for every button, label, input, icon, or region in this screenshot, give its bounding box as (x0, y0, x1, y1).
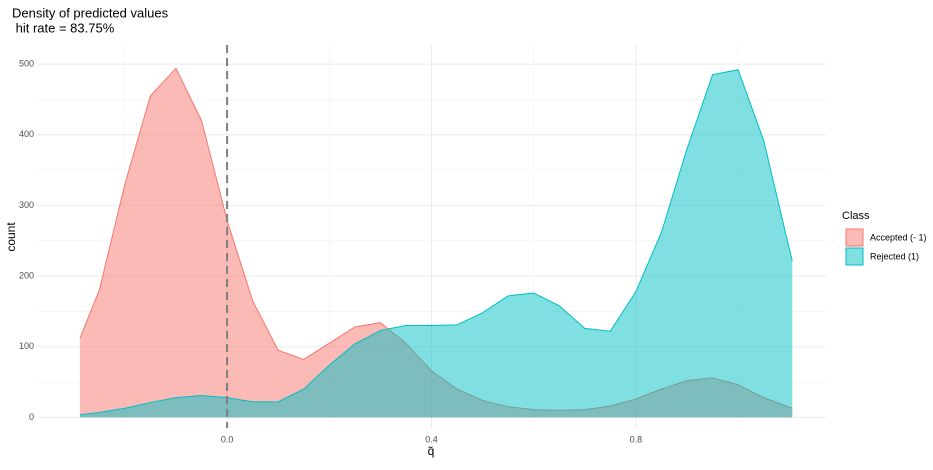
y-tick-label: 200 (19, 270, 34, 280)
y-tick-label: 300 (19, 200, 34, 210)
x-axis-label: q̃ (428, 444, 435, 458)
y-tick-label: 400 (19, 129, 34, 139)
y-tick-label: 100 (19, 341, 34, 351)
y-tick-label: 500 (19, 58, 34, 68)
density-area (79, 69, 793, 418)
x-tick-label: 0.4 (425, 434, 438, 444)
legend-key (845, 247, 864, 266)
legend-key (845, 228, 864, 247)
legend-label: Rejected (1) (870, 251, 919, 261)
legend-title: Class (842, 210, 870, 222)
chart-subtitle: hit rate = 83.75% (12, 20, 115, 35)
density-area (79, 68, 793, 418)
x-tick-label: 0.8 (630, 434, 643, 444)
chart-title: Density of predicted values (12, 5, 169, 20)
y-tick-label: 0 (29, 412, 34, 422)
y-axis-label: count (4, 222, 18, 252)
x-tick-label: 0.0 (221, 434, 234, 444)
legend-label: Accepted (- 1) (870, 232, 927, 242)
density-line (79, 69, 793, 416)
